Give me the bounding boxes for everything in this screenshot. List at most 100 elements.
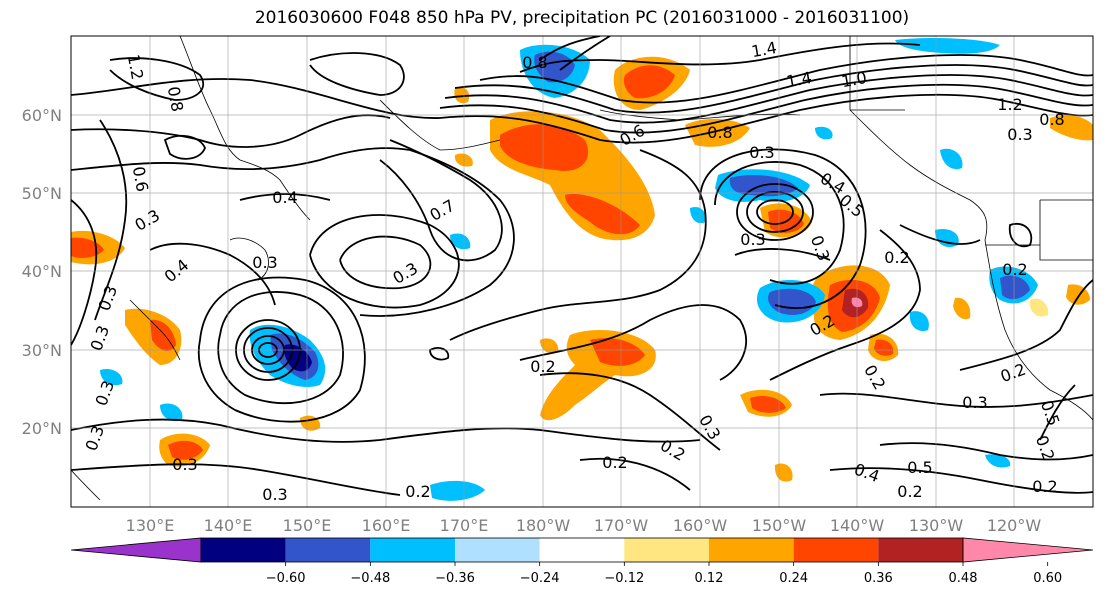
precip-region — [500, 124, 589, 171]
precip-region — [450, 233, 471, 250]
pv-contour — [539, 36, 601, 61]
precip-region — [168, 440, 203, 460]
longitude-label: 170°W — [594, 516, 649, 535]
precip-region — [100, 368, 123, 386]
gridlines — [71, 36, 1093, 507]
contour-label: 0.3 — [749, 143, 774, 162]
pv-contour — [734, 248, 831, 261]
latitude-label: 40°N — [22, 262, 62, 281]
precip-region — [160, 403, 183, 422]
contour-label: 0.5 — [907, 458, 932, 477]
pv-contour — [559, 36, 611, 71]
contour-label: 0.8 — [522, 53, 547, 72]
latitude-label: 20°N — [22, 419, 62, 438]
precip-region — [454, 86, 470, 104]
contour-label: 0.2 — [1032, 477, 1057, 496]
contour-label: 1.2 — [124, 53, 147, 81]
colorbar-segment — [793, 538, 879, 562]
pv-contour — [339, 235, 432, 290]
aleutian-coastline — [379, 99, 501, 151]
precip-region — [690, 206, 707, 224]
pv-contour — [94, 119, 128, 321]
pv-contour — [479, 54, 1093, 104]
colorbar-segment — [370, 538, 455, 562]
pv-contour — [959, 279, 1093, 371]
pv-contour — [439, 83, 1093, 134]
pv-contour — [769, 229, 921, 381]
colorbar: −0.60 −0.48 −0.36 −0.24 −0.12 0.12 0.24 0.36 0.4… — [70, 537, 1094, 586]
asia-coastline — [129, 299, 181, 361]
contour-label: 1.2 — [997, 95, 1022, 114]
longitude-label: 160°W — [673, 516, 728, 535]
pv-contour — [379, 139, 503, 262]
precip-region — [750, 396, 786, 413]
pv-contour — [699, 148, 867, 309]
longitude-label: 150°W — [752, 516, 807, 535]
precip-region — [985, 454, 1011, 468]
contour-label: 0.8 — [707, 123, 732, 142]
colorbar-tick-label: −0.12 — [604, 571, 644, 586]
colorbar-tick-label: −0.24 — [520, 571, 560, 586]
pv-contour — [309, 52, 405, 96]
contour-label: 0.3 — [172, 455, 197, 474]
map-title: 2016030600 F048 850 hPa PV, precipitatio… — [254, 8, 910, 28]
pv-contour — [714, 161, 845, 285]
colorbar-segment — [539, 538, 625, 562]
na-coastline — [984, 239, 1093, 421]
japan-coastline — [229, 237, 269, 281]
pv-contour — [449, 149, 707, 341]
precip-region — [815, 126, 833, 140]
precip-region — [623, 65, 675, 99]
colorbar-segment — [201, 538, 286, 562]
pv-contour — [1039, 384, 1076, 441]
pv-contour — [71, 114, 391, 148]
coastlines — [71, 36, 1093, 501]
colorbar-tick-label: 0.24 — [779, 571, 808, 586]
pv-contour — [746, 191, 804, 233]
colorbar-tick-label: −0.60 — [266, 571, 306, 586]
pv-contour — [239, 193, 331, 201]
pv-contour — [829, 467, 1093, 494]
precip-region — [953, 297, 971, 320]
latitude-label: 30°N — [22, 341, 62, 360]
colorbar-tick-label: −0.36 — [435, 571, 475, 586]
precip-region — [590, 338, 645, 366]
precip-region — [909, 311, 929, 332]
longitude-label: 130°E — [126, 516, 175, 535]
pv-contour — [736, 183, 814, 241]
precip-region — [1000, 275, 1030, 300]
pv-contour — [163, 134, 206, 160]
pv-contour — [71, 147, 411, 171]
pv-contour — [309, 214, 460, 309]
colorbar-segment — [709, 538, 794, 562]
precip-region — [940, 148, 963, 170]
longitude-label: 150°E — [283, 516, 332, 535]
pv-contour — [71, 199, 98, 346]
map-area: 1.20.80.60.30.40.30.30.30.30.30.40.30.70… — [70, 35, 1094, 508]
contour-label: 1.4 — [785, 68, 813, 91]
border-line — [1039, 200, 1093, 261]
precip-region — [1029, 298, 1049, 317]
colorbar-frame — [200, 537, 964, 563]
pv-contour — [217, 291, 344, 405]
alaska-coastline — [599, 109, 801, 121]
latitude-label: 50°N — [22, 184, 62, 203]
contour-label: 0.3 — [740, 230, 765, 249]
colorbar-tick-label: 0.48 — [949, 571, 978, 586]
longitude-label: 130°W — [909, 516, 964, 535]
asia-coastline — [71, 469, 101, 501]
contour-label: 0.3 — [1007, 125, 1032, 144]
colorbar-high-extension — [962, 537, 1094, 563]
pv-contour — [579, 457, 691, 491]
pv-contour — [899, 224, 981, 245]
contour-label: 0.2 — [602, 453, 627, 472]
precip-region — [534, 51, 575, 83]
precip-region — [430, 480, 485, 501]
colorbar-low-extension — [70, 537, 202, 563]
contour-label: 0.2 — [405, 482, 430, 501]
pv-contour — [71, 418, 701, 443]
pv-contour — [71, 463, 401, 496]
pv-contour — [539, 372, 721, 451]
pv-contour — [756, 199, 794, 225]
longitude-label: 170°E — [440, 516, 489, 535]
